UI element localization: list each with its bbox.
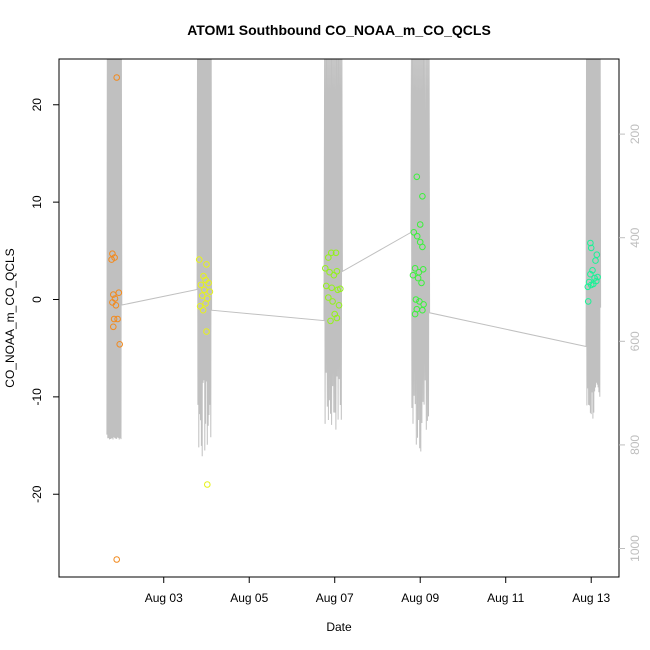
data-point <box>587 281 595 289</box>
x-tick-label: Aug 09 <box>401 591 439 605</box>
data-point <box>593 277 600 285</box>
data-point <box>327 317 334 325</box>
data-point <box>335 302 343 309</box>
data-point <box>412 296 420 303</box>
data-point <box>115 289 123 297</box>
data-point <box>326 268 333 276</box>
y-tick-label: 20 <box>30 98 44 112</box>
data-point <box>587 244 595 252</box>
right-tick-label: 1000 <box>628 535 642 562</box>
y-tick-label: -10 <box>30 388 44 406</box>
data-point <box>333 314 341 322</box>
y-tick-label: 10 <box>30 195 44 209</box>
data-point <box>116 341 123 348</box>
data-point <box>411 265 419 272</box>
data-point <box>322 282 330 290</box>
data-point <box>114 315 121 323</box>
data-point <box>416 221 424 228</box>
data-point <box>587 270 594 278</box>
x-axis: Aug 03 Aug 05 Aug 07 Aug 09 Aug 11 Aug 13 <box>145 577 611 605</box>
data-point <box>329 298 336 305</box>
x-tick-label: Aug 05 <box>230 591 268 605</box>
data-point <box>589 267 596 274</box>
data-point <box>333 268 341 275</box>
x-tick-label: Aug 13 <box>572 591 610 605</box>
data-point <box>419 243 426 251</box>
data-point <box>587 239 594 247</box>
data-points <box>108 74 601 563</box>
data-point <box>414 274 422 282</box>
data-point <box>200 272 207 280</box>
right-axis: 200 400 600 800 1000 <box>619 124 642 562</box>
right-tick-label: 800 <box>628 435 642 455</box>
data-point <box>419 306 426 314</box>
data-point <box>411 310 419 318</box>
data-point <box>419 193 426 200</box>
y-tick-label: -20 <box>30 485 44 503</box>
right-tick-label: 200 <box>628 124 642 144</box>
plot-frame <box>58 58 620 578</box>
data-point <box>584 298 592 305</box>
data-point <box>410 229 418 236</box>
data-point <box>203 328 210 335</box>
data-point <box>113 556 120 563</box>
right-tick-label: 600 <box>628 331 642 351</box>
chart-title: ATOM1 Southbound CO_NOAA_m_CO_QCLS <box>187 22 491 38</box>
data-point <box>110 315 118 323</box>
data-point <box>110 291 117 298</box>
data-point <box>592 257 599 264</box>
data-point <box>418 279 425 287</box>
y-axis: -20 -10 0 10 20 <box>30 98 59 503</box>
data-point <box>328 284 336 292</box>
y-axis-label: CO_NOAA_m_CO_QCLS <box>3 248 17 387</box>
x-tick-label: Aug 11 <box>487 591 524 605</box>
right-tick-label: 400 <box>628 227 642 247</box>
data-point <box>198 292 206 299</box>
background-trace-line <box>106 58 602 457</box>
x-tick-label: Aug 07 <box>316 591 354 605</box>
x-tick-label: Aug 03 <box>145 591 183 605</box>
data-point <box>328 249 335 257</box>
data-point <box>409 271 417 279</box>
data-point <box>112 302 120 309</box>
data-point <box>203 261 210 268</box>
data-point <box>201 286 208 294</box>
data-point <box>199 306 207 314</box>
y-tick-label: 0 <box>30 296 44 303</box>
background-trace <box>106 58 602 457</box>
data-point <box>413 232 421 240</box>
data-point <box>337 285 344 293</box>
data-point <box>594 273 601 281</box>
x-axis-label: Date <box>326 620 352 634</box>
data-point <box>108 256 115 263</box>
data-point <box>325 254 332 261</box>
data-point <box>416 298 423 305</box>
data-point <box>205 279 212 287</box>
data-point <box>206 288 214 296</box>
data-point <box>110 323 117 331</box>
data-point <box>202 300 209 307</box>
data-point <box>204 481 211 488</box>
data-point <box>322 265 329 272</box>
data-point <box>332 249 340 257</box>
data-point <box>419 266 427 273</box>
data-point <box>593 251 601 258</box>
data-point <box>584 283 592 291</box>
data-point <box>197 281 205 289</box>
data-point <box>195 256 203 263</box>
data-point <box>413 173 421 181</box>
data-point <box>113 74 120 81</box>
data-point <box>325 294 332 301</box>
